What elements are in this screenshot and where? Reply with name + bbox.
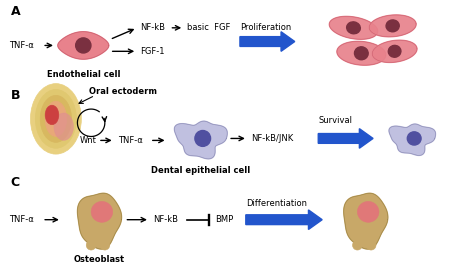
Ellipse shape xyxy=(45,101,67,136)
Polygon shape xyxy=(174,121,227,159)
Text: B: B xyxy=(11,89,20,103)
Polygon shape xyxy=(318,129,373,148)
Text: Wnt: Wnt xyxy=(79,136,96,145)
Polygon shape xyxy=(369,15,416,37)
Text: NF-kB: NF-kB xyxy=(140,23,165,32)
Text: Endothelial cell: Endothelial cell xyxy=(46,70,120,79)
Ellipse shape xyxy=(353,240,362,250)
Ellipse shape xyxy=(45,105,59,125)
Text: Survival: Survival xyxy=(318,116,352,125)
Text: NF-kB: NF-kB xyxy=(153,215,178,224)
Ellipse shape xyxy=(40,95,72,142)
Ellipse shape xyxy=(30,84,82,154)
Polygon shape xyxy=(240,32,295,51)
Text: TNF-α: TNF-α xyxy=(118,136,142,145)
Ellipse shape xyxy=(407,132,421,145)
Ellipse shape xyxy=(388,45,401,57)
Polygon shape xyxy=(246,210,322,229)
Ellipse shape xyxy=(386,20,399,32)
Text: FGF-1: FGF-1 xyxy=(140,47,164,56)
Ellipse shape xyxy=(76,38,91,53)
Ellipse shape xyxy=(355,47,368,60)
Text: Dental epithelial cell: Dental epithelial cell xyxy=(151,166,250,175)
Ellipse shape xyxy=(86,240,96,250)
Text: Proliferation: Proliferation xyxy=(240,23,291,32)
Ellipse shape xyxy=(36,89,76,148)
Ellipse shape xyxy=(91,201,113,222)
Polygon shape xyxy=(329,16,378,39)
Ellipse shape xyxy=(195,131,210,146)
Ellipse shape xyxy=(346,22,360,34)
Polygon shape xyxy=(344,193,388,249)
Text: C: C xyxy=(11,176,20,189)
Polygon shape xyxy=(389,124,436,155)
Text: A: A xyxy=(11,5,20,18)
Text: Differentiation: Differentiation xyxy=(246,199,307,208)
Polygon shape xyxy=(337,41,386,65)
Polygon shape xyxy=(77,193,121,249)
Ellipse shape xyxy=(366,240,376,250)
Ellipse shape xyxy=(100,240,110,250)
Ellipse shape xyxy=(357,201,379,222)
Ellipse shape xyxy=(54,113,73,140)
Text: TNF-α: TNF-α xyxy=(9,215,34,224)
Text: Oral ectoderm: Oral ectoderm xyxy=(89,87,157,96)
Text: TNF-α: TNF-α xyxy=(9,41,34,50)
Polygon shape xyxy=(372,40,417,62)
Polygon shape xyxy=(58,32,109,59)
Text: basic  FGF: basic FGF xyxy=(187,23,230,32)
Text: BMP: BMP xyxy=(216,215,234,224)
Text: NF-kB/JNK: NF-kB/JNK xyxy=(251,134,293,143)
Text: Osteoblast: Osteoblast xyxy=(73,255,125,264)
